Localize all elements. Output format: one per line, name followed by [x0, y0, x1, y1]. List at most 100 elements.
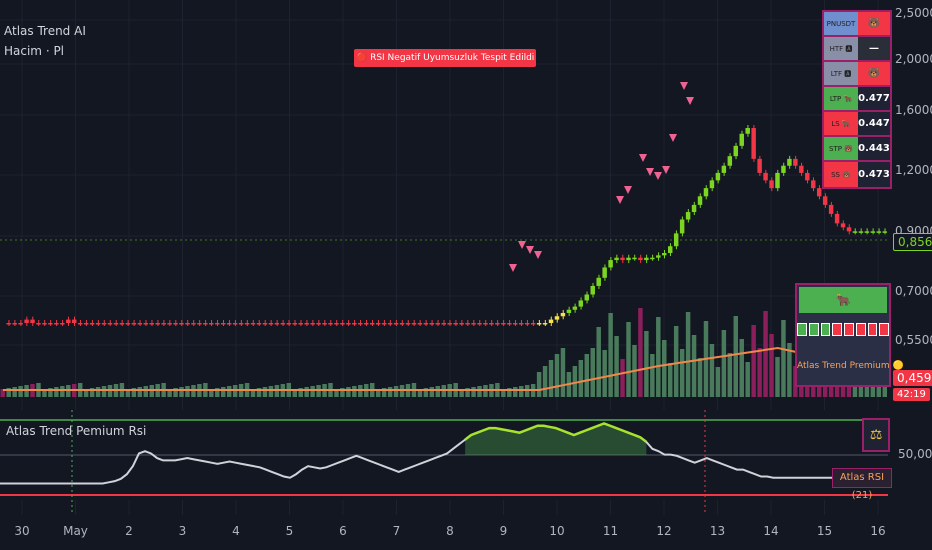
price-tick: 1,6000	[895, 103, 932, 117]
trend-square	[797, 323, 807, 336]
volume-bar	[459, 389, 464, 397]
chart-title: Atlas Trend AI	[4, 24, 86, 38]
candle	[507, 323, 512, 325]
volume-bar	[334, 389, 339, 397]
candle	[316, 323, 321, 325]
candle	[191, 323, 196, 325]
volume-bar	[572, 366, 578, 397]
sell-marker	[509, 264, 517, 272]
candle	[578, 300, 584, 307]
candle	[691, 204, 697, 213]
volume-bar	[423, 388, 429, 397]
volume-bar	[501, 389, 506, 397]
candle	[155, 323, 160, 325]
candle	[346, 323, 351, 325]
candle	[66, 319, 71, 323]
candle	[399, 323, 405, 325]
x-axis-label: May	[63, 524, 88, 538]
volume-bar	[787, 343, 792, 397]
volume-bar	[518, 386, 524, 397]
candle	[566, 309, 572, 313]
candle	[328, 323, 333, 325]
volume-bar	[751, 325, 756, 397]
candle	[870, 231, 876, 233]
premium-label: Atlas Trend Premium 🟡	[797, 361, 904, 371]
candle	[811, 180, 816, 189]
candle	[781, 165, 786, 173]
rsi-panel-title: Atlas Trend Pemium Rsi	[6, 424, 147, 438]
volume-bar	[763, 311, 768, 397]
volume-bar	[381, 388, 387, 397]
candle	[846, 227, 852, 232]
candle	[620, 257, 625, 261]
volume-bar	[262, 387, 268, 397]
volume-bar	[691, 335, 697, 397]
signal-label: STP 🐻	[824, 137, 858, 160]
candle	[42, 323, 47, 325]
candle	[751, 128, 756, 159]
candle	[662, 253, 667, 256]
candle	[429, 323, 435, 325]
candle	[709, 180, 715, 189]
volume-bar	[733, 316, 739, 397]
volume-bar	[584, 354, 590, 397]
candle	[292, 323, 297, 325]
volume-bar	[292, 389, 297, 397]
signal-label: HTF 🅰	[824, 37, 858, 60]
x-axis-label: 8	[446, 524, 454, 538]
volume-bar	[83, 389, 89, 397]
candle	[244, 323, 250, 325]
candle	[799, 165, 804, 173]
candle	[340, 323, 345, 325]
candle	[739, 133, 744, 146]
volume-bar	[721, 330, 727, 397]
sell-marker	[616, 196, 624, 204]
candle	[381, 323, 387, 325]
x-axis-label: 2	[125, 524, 133, 538]
candle	[364, 323, 369, 325]
sell-marker	[662, 166, 670, 174]
signal-row: SS 🐻 0.473	[824, 162, 890, 187]
volume-ma-line	[2, 346, 886, 391]
volume-bar	[268, 386, 274, 397]
candle	[495, 323, 500, 325]
x-axis-label: 7	[393, 524, 401, 538]
x-axis-label: 5	[286, 524, 294, 538]
volume-bar	[387, 387, 393, 397]
candle	[858, 231, 864, 233]
volume-bar	[298, 388, 303, 397]
candle	[638, 257, 643, 261]
premium-box: 🐂 Atlas Trend Premium 🟡	[795, 283, 904, 387]
candle	[179, 323, 184, 325]
volume-bar	[137, 387, 143, 397]
x-axis-label: 12	[656, 524, 671, 538]
candle	[542, 323, 548, 325]
candle	[238, 323, 244, 325]
candle	[286, 323, 292, 325]
countdown-tag: 42:19	[893, 388, 930, 401]
candle	[864, 231, 870, 233]
candle	[268, 323, 274, 325]
candle	[876, 231, 882, 233]
candle	[721, 165, 727, 173]
sell-marker	[639, 154, 647, 162]
volume-bar	[596, 327, 601, 397]
signal-table: PNUSDT 🐻 HTF 🅰 — LTF 🅰 🐻 LTP 🐂 0.477 LS 🐂 0.4…	[822, 10, 892, 189]
signal-row: HTF 🅰 —	[824, 37, 890, 62]
volume-bar	[542, 366, 548, 397]
x-axis-label: 9	[500, 524, 508, 538]
candle	[602, 267, 607, 278]
candle	[358, 323, 363, 325]
candle	[232, 323, 238, 325]
candle	[280, 323, 286, 325]
candle	[471, 323, 476, 325]
candle	[644, 257, 649, 261]
volume-bar	[352, 386, 357, 397]
volume-bar	[548, 360, 554, 397]
volume-bar	[608, 313, 613, 397]
volume-bar	[602, 350, 607, 397]
trend-square	[867, 323, 878, 336]
candle	[36, 323, 41, 325]
